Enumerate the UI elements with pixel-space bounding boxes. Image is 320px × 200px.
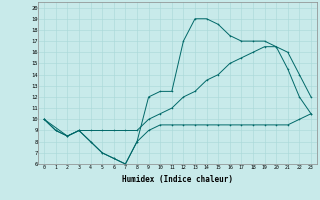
X-axis label: Humidex (Indice chaleur): Humidex (Indice chaleur) [122, 175, 233, 184]
